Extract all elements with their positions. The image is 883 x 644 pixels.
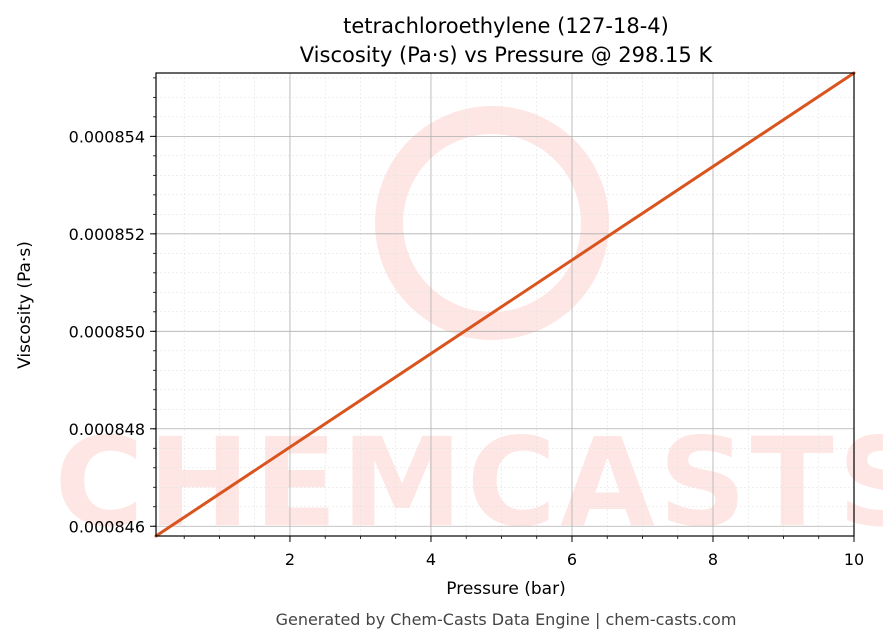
chart-title: tetrachloroethylene (127-18-4) xyxy=(343,14,669,38)
y-axis-label: Viscosity (Pa·s) xyxy=(15,241,35,369)
x-tick-label: 10 xyxy=(844,550,864,569)
plot-frame xyxy=(155,72,855,537)
series-layer xyxy=(154,71,856,538)
y-tick-label: 0.000846 xyxy=(69,517,145,536)
x-tick-label: 8 xyxy=(708,550,718,569)
chart-subtitle: Viscosity (Pa·s) vs Pressure @ 298.15 K xyxy=(300,43,714,67)
y-axis: 0.000846 0.000848 0.000850 0.000852 0.000854 xyxy=(69,77,156,536)
x-axis: 2 4 6 8 10 xyxy=(183,536,864,569)
watermark-text: CHEMCASTS xyxy=(54,412,883,554)
watermark-ring xyxy=(375,106,609,340)
y-tick-label: 0.000854 xyxy=(69,127,145,146)
x-tick-label: 2 xyxy=(285,550,295,569)
watermark-logo: CHEMCASTS xyxy=(54,106,883,554)
y-tick-label: 0.000850 xyxy=(69,322,145,341)
series-line xyxy=(154,71,856,538)
x-axis-label: Pressure (bar) xyxy=(446,579,565,599)
x-tick-label: 6 xyxy=(567,550,577,569)
footer-credit: Generated by Chem-Casts Data Engine | ch… xyxy=(276,610,737,629)
x-tick-label: 4 xyxy=(426,550,436,569)
y-tick-label: 0.000852 xyxy=(69,225,145,244)
y-tick-label: 0.000848 xyxy=(69,420,145,439)
